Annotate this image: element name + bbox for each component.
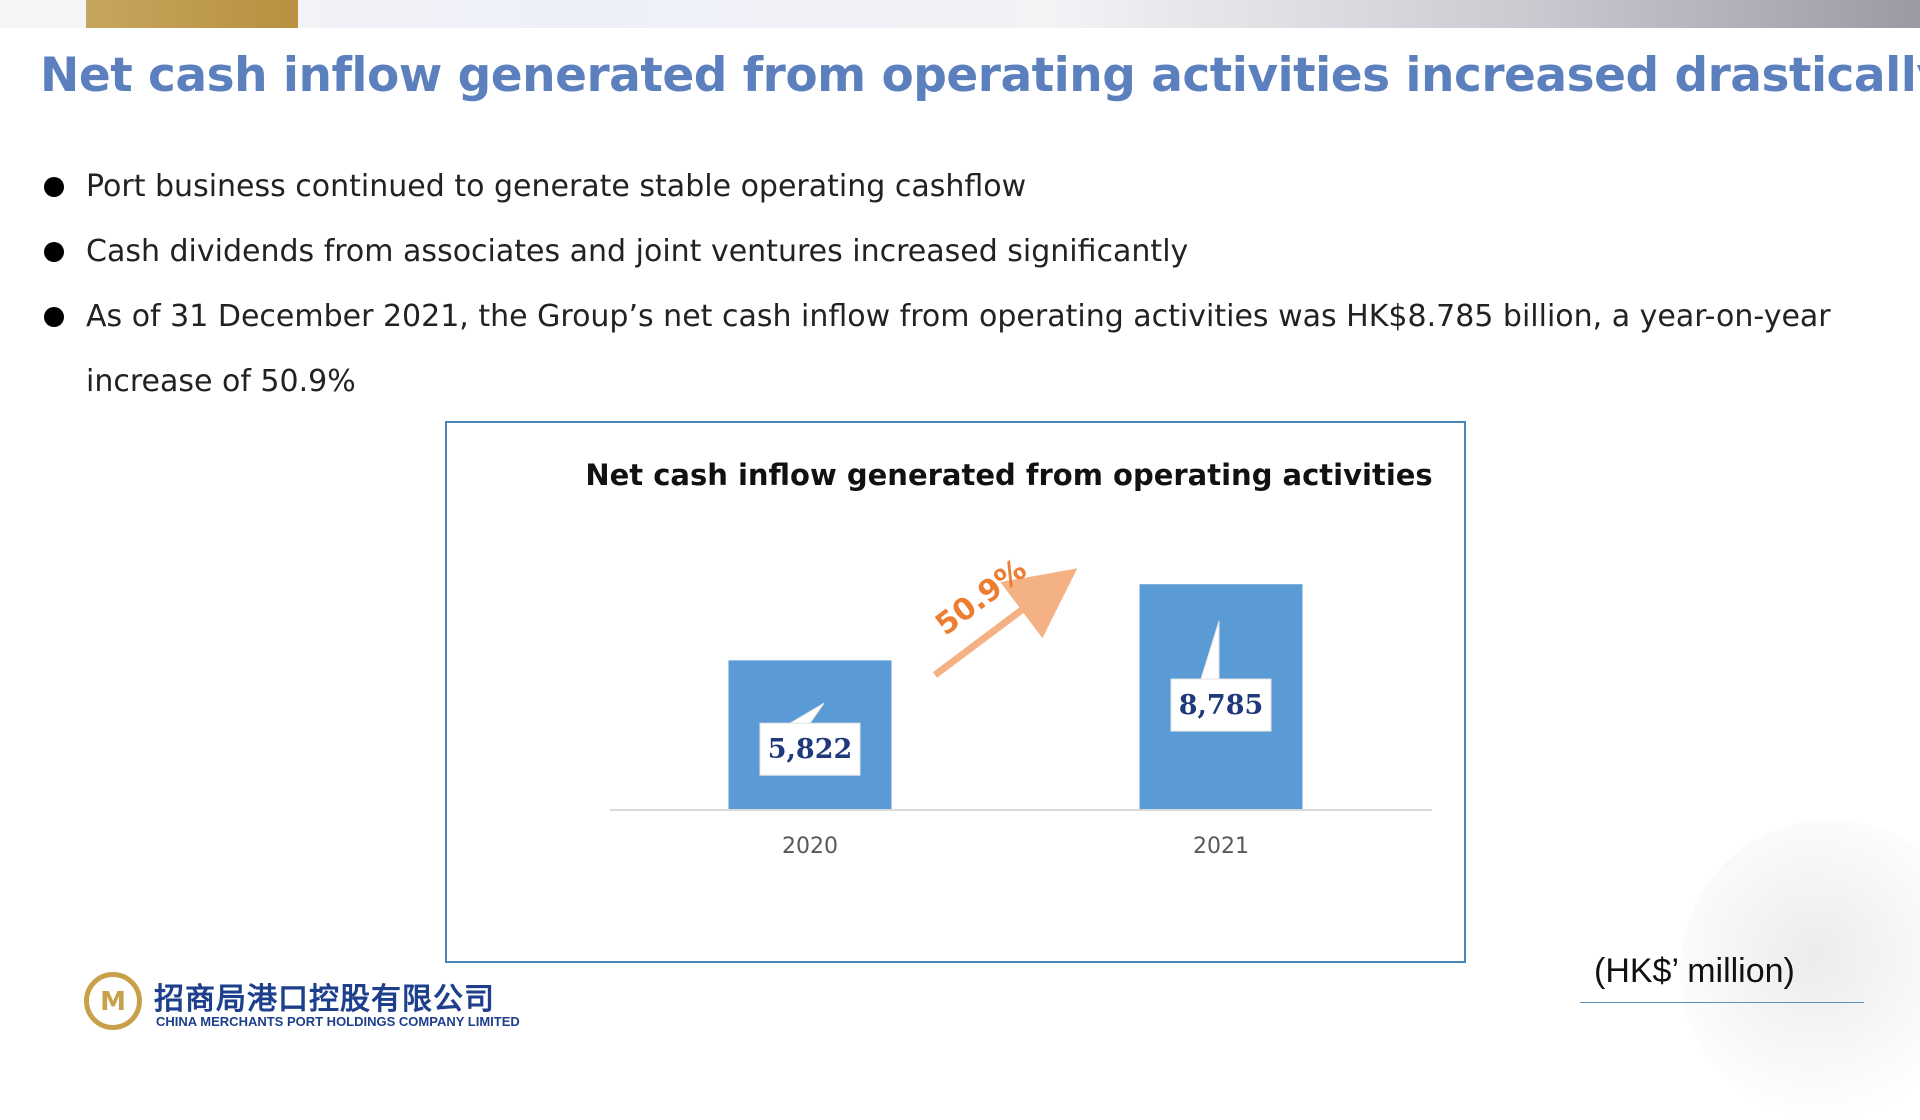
slide-title: Net cash inflow generated from operating… — [40, 48, 1920, 103]
data-label: 5,822 — [768, 734, 853, 765]
bullet-text: Port business continued to generate stab… — [86, 169, 1027, 204]
bullet-text: Cash dividends from associates and joint… — [86, 234, 1189, 269]
data-label-box — [1170, 678, 1272, 732]
data-label: 8,785 — [1179, 690, 1264, 721]
callout-tail-icon — [788, 702, 825, 724]
emblem-mark-icon: M — [100, 987, 126, 1017]
x-tick-label: 2020 — [782, 834, 838, 859]
growth-arrow-icon — [932, 568, 1078, 678]
growth-annotation: 50.9% — [929, 552, 1033, 643]
globe-watermark-icon — [1680, 820, 1920, 1120]
bullet-item: As of 31 December 2021, the Group’s net … — [40, 284, 1860, 414]
bullet-text: As of 31 December 2021, the Group’s net … — [86, 299, 1831, 399]
logo-name-cn: 招商局港口控股有限公司 — [154, 982, 495, 1017]
bullet-list: Port business continued to generate stab… — [40, 154, 1860, 414]
chart-frame: Net cash inflow generated from operating… — [445, 421, 1466, 963]
top-decor-band — [0, 0, 1920, 28]
data-label-box — [759, 722, 861, 776]
bullet-dot-icon — [44, 242, 64, 262]
company-emblem-icon: M — [84, 972, 142, 1030]
top-decor-gold-block — [86, 0, 298, 28]
x-tick-label: 2021 — [1193, 834, 1249, 859]
logo-name-en: CHINA MERCHANTS PORT HOLDINGS COMPANY LI… — [156, 1014, 520, 1029]
bullet-dot-icon — [44, 307, 64, 327]
company-logo: M 招商局港口控股有限公司 CHINA MERCHANTS PORT HOLDI… — [84, 972, 520, 1034]
unit-underline — [1580, 1002, 1864, 1003]
chart-title: Net cash inflow generated from operating… — [585, 458, 1432, 492]
bullet-item: Port business continued to generate stab… — [40, 154, 1860, 219]
bullet-item: Cash dividends from associates and joint… — [40, 219, 1860, 284]
bar-chart: Net cash inflow generated from operating… — [585, 458, 1432, 859]
unit-label: (HK$’ million) — [1594, 952, 1795, 990]
callout-tail-icon — [1200, 620, 1220, 680]
bullet-dot-icon — [44, 177, 64, 197]
